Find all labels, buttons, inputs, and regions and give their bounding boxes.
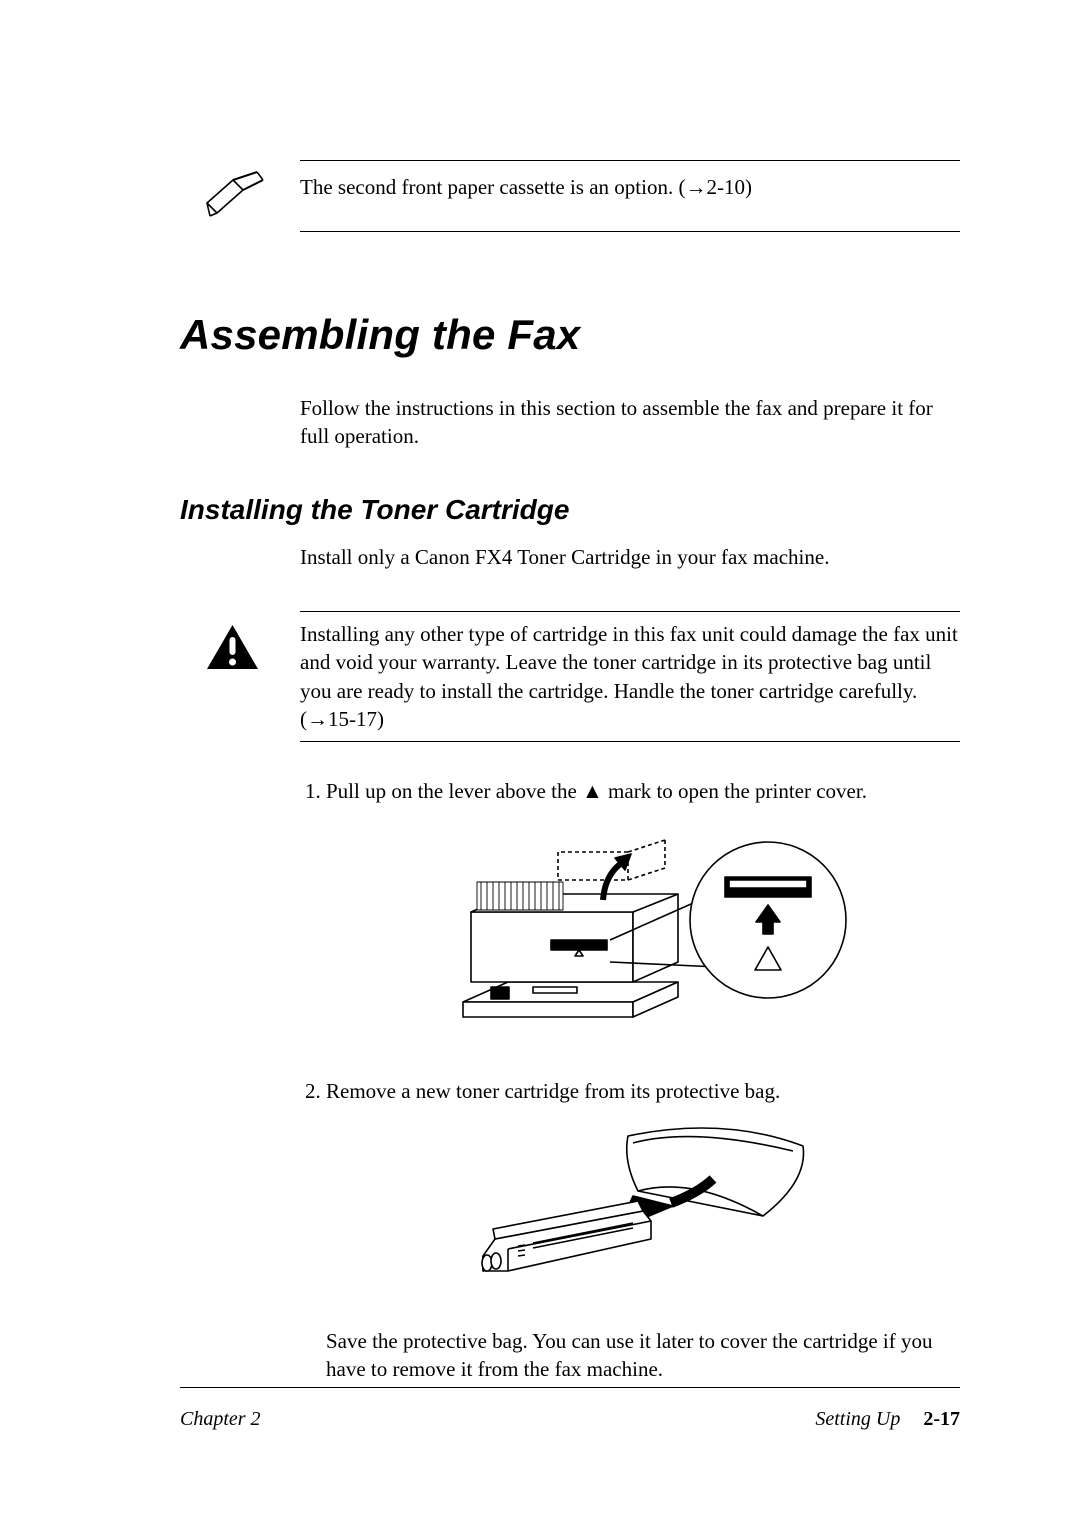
step-list: Pull up on the lever above the ▲ mark to… <box>300 777 960 1298</box>
warning-icon <box>205 623 260 673</box>
step-2-note: Save the protective bag. You can use it … <box>326 1327 960 1384</box>
figure-cartridge <box>326 1121 960 1298</box>
page: The second front paper cassette is an op… <box>0 0 1080 1528</box>
step-2-text: Remove a new toner cartridge from its pr… <box>326 1079 780 1103</box>
step-1-text: Pull up on the lever above the ▲ mark to… <box>326 779 867 803</box>
step-1: Pull up on the lever above the ▲ mark to… <box>326 777 960 1049</box>
footer-rule <box>180 1387 960 1388</box>
section-title: Installing the Toner Cartridge <box>180 491 960 529</box>
note-text: The second front paper cassette is an op… <box>300 171 960 201</box>
section-intro: Install only a Canon FX4 Toner Cartridge… <box>300 543 960 571</box>
footer-page: 2-17 <box>923 1408 960 1430</box>
rule <box>300 611 960 612</box>
warning-block: Installing any other type of cartridge i… <box>300 611 960 742</box>
note-icon <box>205 170 265 220</box>
page-title: Assembling the Fax <box>180 307 960 364</box>
rule <box>300 231 960 232</box>
intro-paragraph: Follow the instructions in this section … <box>300 394 960 451</box>
footer-right: Setting Up 2-17 <box>815 1406 960 1433</box>
footer-section: Setting Up <box>815 1408 900 1430</box>
note-block: The second front paper cassette is an op… <box>300 160 960 232</box>
warning-text: Installing any other type of cartridge i… <box>300 620 960 733</box>
page-footer: Chapter 2 Setting Up 2-17 <box>180 1406 960 1433</box>
figure-printer <box>326 822 960 1049</box>
rule <box>300 741 960 742</box>
rule <box>300 160 960 161</box>
step-2: Remove a new toner cartridge from its pr… <box>326 1077 960 1299</box>
footer-chapter: Chapter 2 <box>180 1406 261 1433</box>
